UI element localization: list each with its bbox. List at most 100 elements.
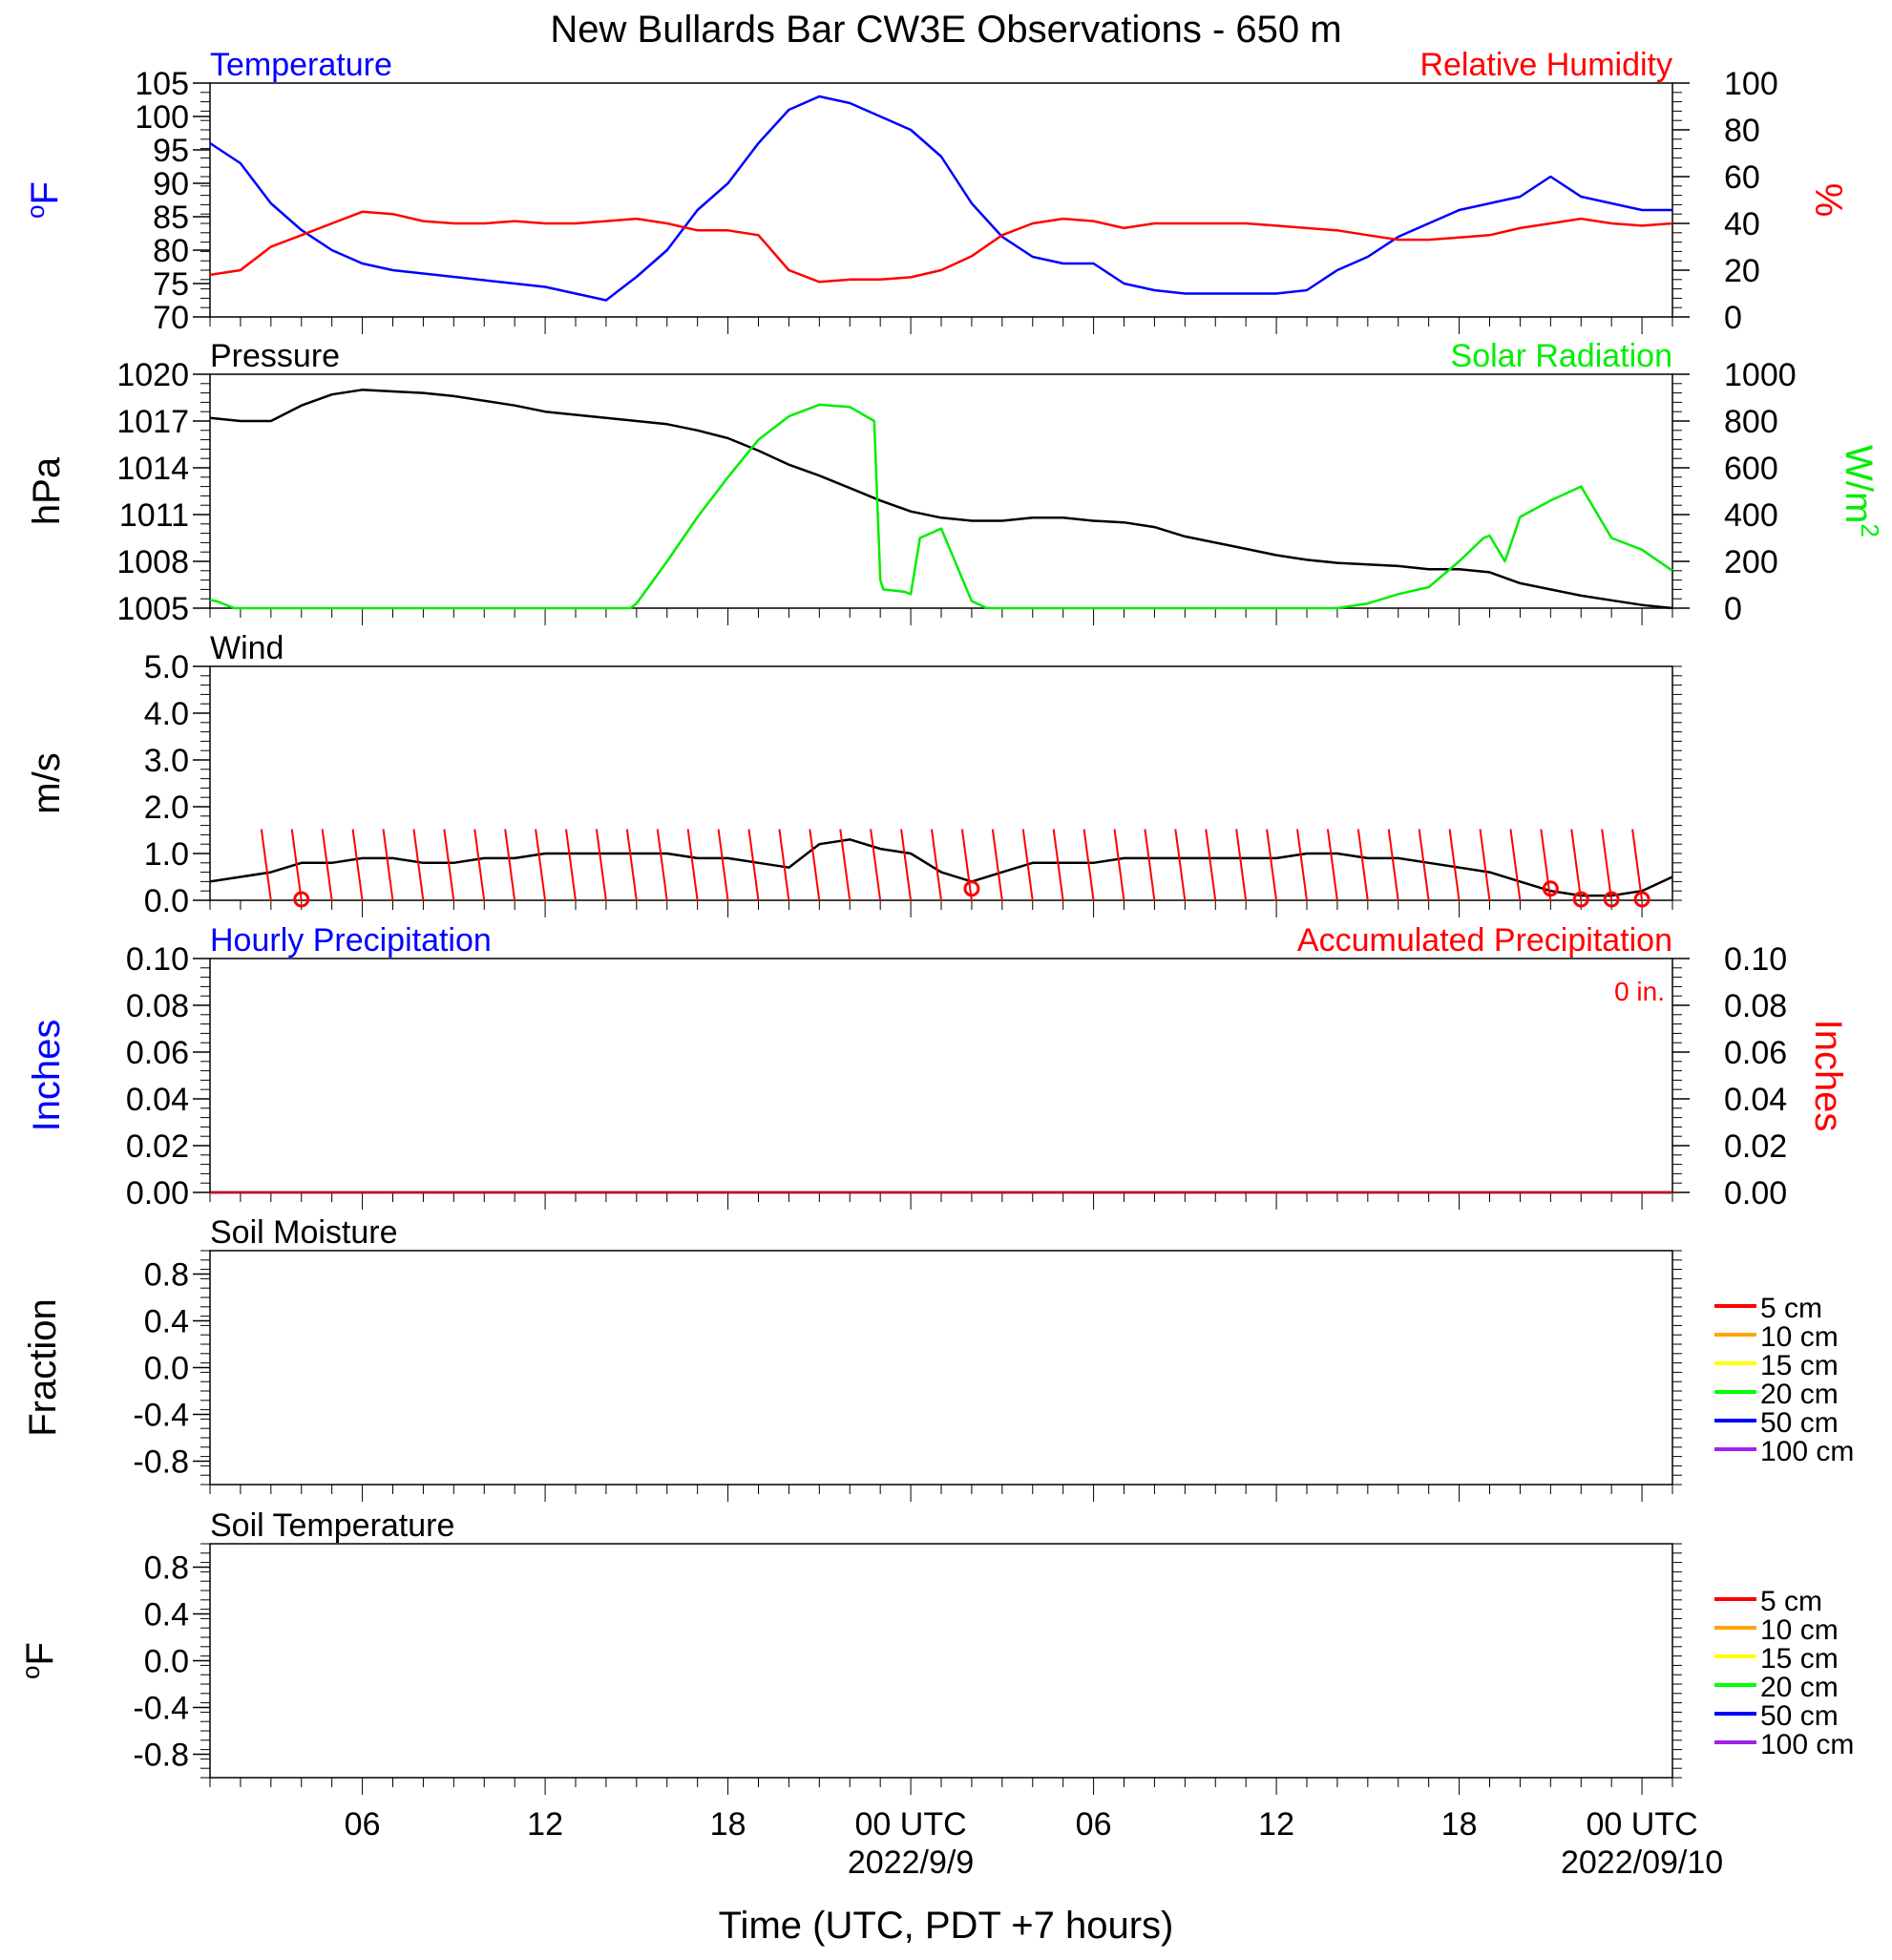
legend-label: 10 cm	[1760, 1614, 1839, 1646]
legend-label: 100 cm	[1760, 1729, 1854, 1760]
wind-barb	[1631, 829, 1644, 901]
wind-barb	[1083, 829, 1095, 901]
wind-barb	[473, 829, 486, 901]
series-line-solar-radiation	[209, 403, 1673, 610]
y-tick-label: 0.4	[144, 1597, 189, 1633]
series-line-pressure	[209, 389, 1673, 610]
y-tick-label: 4.0	[144, 696, 189, 732]
y-right-tick-label: 400	[1724, 497, 1778, 534]
legend-label: 10 cm	[1760, 1321, 1839, 1353]
y-axis-label: oF	[21, 181, 66, 219]
plot-frame	[209, 665, 1673, 901]
y-tick-label: 2.0	[144, 790, 189, 826]
y-right-tick-label: 600	[1724, 451, 1778, 487]
panel-title-left: Hourly Precipitation	[210, 922, 492, 959]
wind-barb	[1144, 829, 1156, 901]
wind-barb	[1296, 829, 1308, 901]
wind-barb	[595, 829, 607, 901]
wind-barb	[1540, 829, 1552, 901]
x-tick-label: 06	[345, 1806, 381, 1843]
y-axis-label: oF	[16, 1642, 61, 1679]
x-date-label: 2022/9/9	[848, 1844, 974, 1881]
y-tick-label: 0.06	[126, 1035, 189, 1071]
panel-title-right: Relative Humidity	[1419, 47, 1672, 83]
wind-barb	[625, 829, 638, 901]
wind-barb	[412, 829, 425, 901]
wind-barb	[1448, 829, 1461, 901]
calm-circle	[1603, 891, 1620, 908]
wind-barb	[260, 829, 272, 901]
y-right-tick-label: 60	[1724, 159, 1760, 196]
panel-title-left: Temperature	[210, 47, 392, 83]
wind-barb	[1418, 829, 1430, 901]
wind-barb	[1570, 829, 1583, 901]
y-right-tick-label: 200	[1724, 544, 1778, 580]
y-tick-label: -0.8	[133, 1738, 189, 1774]
plot-frame	[209, 82, 1673, 318]
series-line-relative-humidity	[209, 210, 1673, 284]
wind-barb	[382, 829, 394, 901]
y-tick-label: 90	[153, 166, 189, 202]
wind-barb	[1205, 829, 1217, 901]
legend-label: 20 cm	[1760, 1672, 1839, 1703]
wind-barb	[290, 829, 303, 901]
y-tick-label: 1020	[116, 357, 189, 393]
y-tick-label: 1.0	[144, 836, 189, 873]
y-axis-label: Inches	[26, 1020, 68, 1132]
wind-barb	[1509, 829, 1522, 901]
wind-barb	[686, 829, 699, 901]
wind-barb	[747, 829, 760, 901]
wind-barb	[504, 829, 516, 901]
series-line-wind-speed	[209, 838, 1673, 897]
y-tick-label: 0.00	[126, 1175, 189, 1212]
wind-barb	[1266, 829, 1278, 901]
wind-barb	[1356, 829, 1369, 901]
panel-soil-moisture: Soil Moisture 0.8 0.4 0.0 -0.4 -0.8 Fraction 5 …	[22, 1214, 1854, 1502]
x-axis-label: Time (UTC, PDT +7 hours)	[719, 1905, 1174, 1947]
y-tick-label: -0.4	[133, 1398, 189, 1434]
panel-title-right: Accumulated Precipitation	[1297, 922, 1672, 959]
degree-sign: o	[16, 1665, 45, 1678]
plot-frame	[209, 1543, 1673, 1779]
wind-barb	[870, 829, 882, 901]
wind-barb	[900, 829, 913, 901]
panel-title-left: Pressure	[210, 338, 340, 374]
wind-barb	[809, 829, 821, 901]
y-axis-label-right: W/m2	[1838, 445, 1884, 537]
panel-temperature-humidity: Temperature Relative Humidity105100959085…	[21, 47, 1849, 336]
y-right-tick-label: 80	[1724, 113, 1760, 149]
series-line-temperature	[209, 95, 1672, 302]
wind-barb	[565, 829, 577, 901]
x-tick-label: 18	[710, 1806, 746, 1843]
y-tick-label: 0.8	[144, 1550, 189, 1587]
wind-barb	[778, 829, 790, 901]
y-axis-label: hPa	[26, 456, 68, 525]
wind-barb	[1235, 829, 1248, 901]
wind-barb	[443, 829, 455, 901]
y-tick-label: 95	[153, 133, 189, 169]
legend-label: 15 cm	[1760, 1643, 1839, 1675]
wind-barb	[535, 829, 547, 901]
calm-circle	[293, 891, 310, 908]
y-right-tick-label: 40	[1724, 206, 1760, 242]
panel-precipitation: Hourly Precipitation Accumulated Precipit…	[26, 922, 1849, 1212]
degree-sign: o	[21, 204, 50, 218]
y-tick-label: 0.04	[126, 1082, 189, 1118]
panel-title-left: Soil Temperature	[210, 1507, 454, 1544]
y-tick-label: 85	[153, 200, 189, 236]
wind-barb	[991, 829, 1003, 901]
y-tick-label: 0.0	[144, 1644, 189, 1680]
legend-label: 50 cm	[1760, 1700, 1839, 1732]
x-tick-label: 06	[1076, 1806, 1112, 1843]
y-axis-label-right: Inches	[1807, 1020, 1849, 1132]
calm-circle	[1572, 891, 1589, 908]
wind-barb	[960, 829, 973, 901]
y-tick-label: 0.0	[144, 883, 189, 919]
y-right-tick-label: 20	[1724, 253, 1760, 289]
y-tick-label: 70	[153, 300, 189, 336]
superscript: 2	[1856, 523, 1884, 537]
y-axis-label: Fraction	[22, 1298, 64, 1437]
wind-barb	[321, 829, 333, 901]
y-tick-label: 100	[135, 99, 189, 136]
